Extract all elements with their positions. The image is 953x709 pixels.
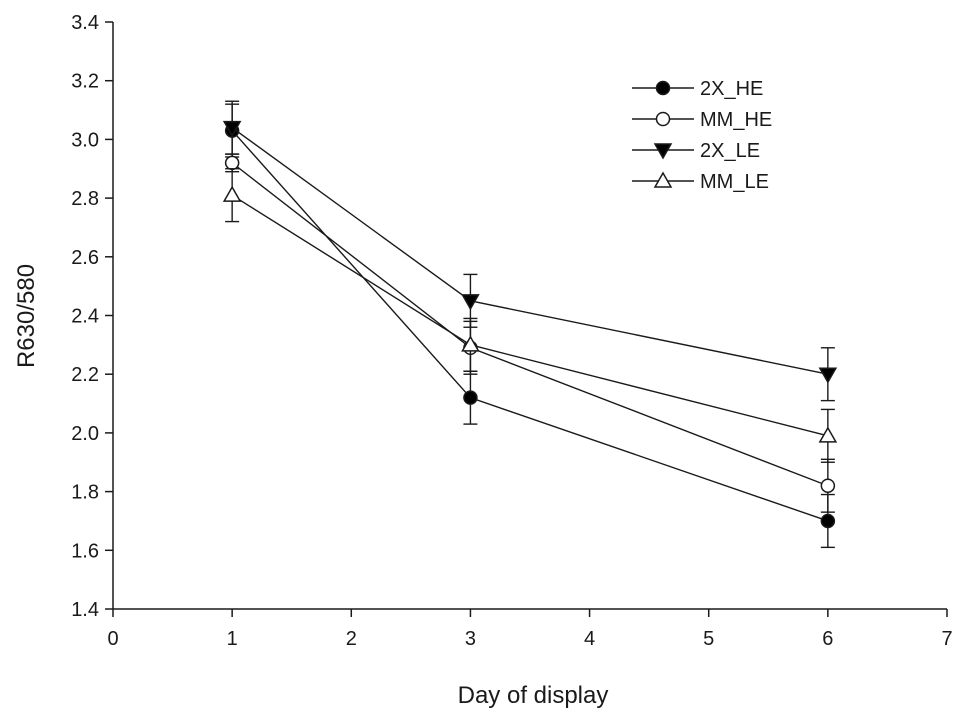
- legend-item: MM_HE: [632, 109, 772, 131]
- series-line: [231, 162, 829, 487]
- y-tick-label: 2.6: [71, 247, 99, 269]
- y-tick-label: 3.2: [71, 71, 99, 93]
- x-tick-label: 1: [227, 628, 238, 650]
- series: [222, 100, 838, 549]
- legend-item: 2X_HE: [632, 78, 763, 100]
- x-tick-label: 7: [941, 628, 952, 650]
- series-MM_LE: [222, 168, 838, 463]
- y-axis-title: R630/580: [13, 264, 40, 368]
- x-tick-label: 3: [465, 628, 476, 650]
- x-tick-label: 6: [822, 628, 833, 650]
- data-point: [224, 155, 240, 171]
- y-tick-label: 2.4: [71, 306, 99, 328]
- x-axis-ticks: 0 1 2 3 4 5 6 7: [107, 609, 953, 650]
- x-tick-label: 5: [703, 628, 714, 650]
- data-point: [222, 120, 242, 138]
- data-point: [818, 367, 838, 384]
- x-tick-label: 4: [584, 628, 595, 650]
- legend-marker: [655, 80, 671, 96]
- data-point: [222, 185, 242, 202]
- data-point: [463, 390, 478, 405]
- legend-marker: [655, 111, 671, 127]
- y-tick-label: 3.0: [71, 129, 99, 151]
- y-axis-ticks: 1.4 1.6 1.8 2.0 2.2 2.4 2.6 2.8 3.0 3.2 3.4: [71, 12, 113, 621]
- legend-label: 2X_LE: [700, 140, 760, 162]
- y-tick-label: 1.8: [71, 482, 99, 504]
- y-tick-label: 2.2: [71, 364, 99, 386]
- series-2X_LE: [222, 100, 838, 402]
- legend-marker: [653, 143, 673, 160]
- y-tick-label: 1.4: [71, 599, 99, 621]
- y-tick-label: 3.4: [71, 12, 99, 34]
- data-point: [461, 335, 480, 352]
- data-point: [818, 426, 838, 443]
- series-MM_HE: [224, 153, 836, 513]
- legend-label: 2X_HE: [700, 78, 763, 100]
- x-tick-label: 2: [346, 628, 357, 650]
- legend-item: MM_LE: [632, 171, 769, 193]
- x-axis-title: Day of display: [458, 682, 609, 709]
- y-tick-label: 2.0: [71, 423, 99, 445]
- data-point: [820, 478, 836, 493]
- legend-item: 2X_LE: [632, 140, 760, 162]
- legend-marker: [653, 171, 673, 188]
- y-tick-label: 1.6: [71, 540, 99, 562]
- legend-label: MM_LE: [700, 171, 769, 193]
- x-tick-label: 0: [107, 628, 118, 650]
- legend: 2X_HE MM_HE 2X_LE MM_LE: [632, 78, 772, 193]
- data-point: [461, 294, 480, 311]
- legend-label: MM_HE: [700, 109, 772, 131]
- y-tick-label: 2.8: [71, 188, 99, 210]
- data-point: [820, 513, 836, 529]
